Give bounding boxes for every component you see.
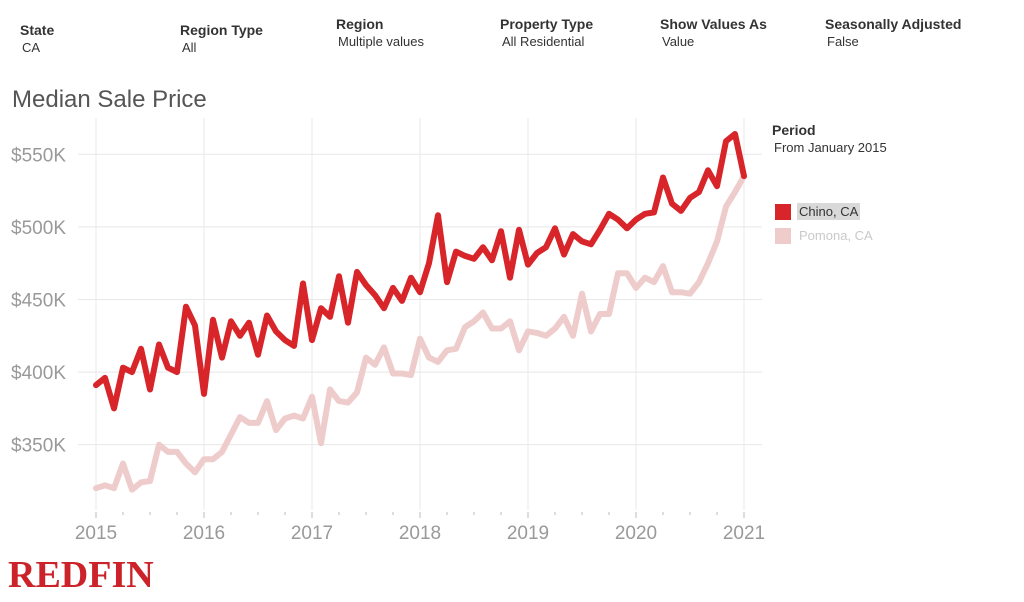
legend-label: Chino, CA [797, 203, 861, 220]
redfin-logo[interactable]: REDFIN [8, 554, 154, 596]
filter-region-type: Region Type All [180, 22, 263, 55]
x-tick-label: 2019 [507, 523, 549, 544]
x-tick-label: 2020 [615, 523, 657, 544]
filter-value-dropdown[interactable]: All [182, 40, 197, 55]
legend-item-chino[interactable]: Chino, CA [772, 203, 1012, 220]
filter-label: Seasonally Adjusted [825, 16, 962, 32]
legend-swatch [775, 227, 791, 244]
filter-region: Region Multiple values [336, 16, 424, 49]
y-tick-label: $400K [11, 363, 66, 384]
filter-label: Region Type [180, 22, 263, 38]
y-tick-label: $450K [11, 290, 66, 311]
filter-label: State [20, 22, 55, 38]
period-value: From January 2015 [774, 140, 887, 155]
y-tick-label: $500K [11, 218, 66, 239]
chart-title: Median Sale Price [12, 86, 207, 113]
filter-value-dropdown[interactable]: Value [662, 34, 695, 49]
filter-seasonally-adjusted: Seasonally Adjusted False [825, 16, 961, 49]
line-chart: $350K $400K $450K $500K $550K 2015 2016 2017 201… [11, 118, 765, 544]
filter-label: Property Type [500, 16, 594, 32]
filter-value-dropdown[interactable]: Multiple values [338, 34, 424, 49]
x-tick-label: 2018 [399, 523, 441, 544]
legend-swatch [775, 203, 791, 220]
series-pomona-ca [93, 173, 747, 493]
y-tick-label: $350K [11, 436, 66, 457]
x-tick-label: 2021 [723, 523, 765, 544]
legend-label: Pomona, CA [799, 228, 873, 243]
legend-list: Chino, CA Pomona, CA [772, 203, 1012, 244]
filter-value-dropdown[interactable]: All Residential [502, 34, 585, 49]
filter-state: State CA [20, 22, 54, 55]
legend-item-pomona[interactable]: Pomona, CA [772, 227, 1012, 244]
x-tick-label: 2015 [75, 523, 117, 544]
period-label: Period [772, 122, 816, 138]
filter-value-dropdown[interactable]: False [827, 34, 859, 49]
filter-property-type: Property Type All Residential [500, 16, 593, 49]
x-tick-label: 2017 [291, 523, 333, 544]
filter-value-dropdown[interactable]: CA [22, 40, 41, 55]
legend-panel: Period From January 2015 Chino, CA Pomon… [772, 122, 1012, 251]
filter-bar: State CA Region Type All Region Multiple… [0, 14, 1024, 58]
filter-show-values-as: Show Values As Value [660, 16, 767, 49]
filter-label: Region [336, 16, 384, 32]
series-chino-ca [93, 131, 747, 412]
y-tick-label: $550K [11, 145, 66, 166]
x-tick-label: 2016 [183, 523, 225, 544]
filter-label: Show Values As [660, 16, 767, 32]
